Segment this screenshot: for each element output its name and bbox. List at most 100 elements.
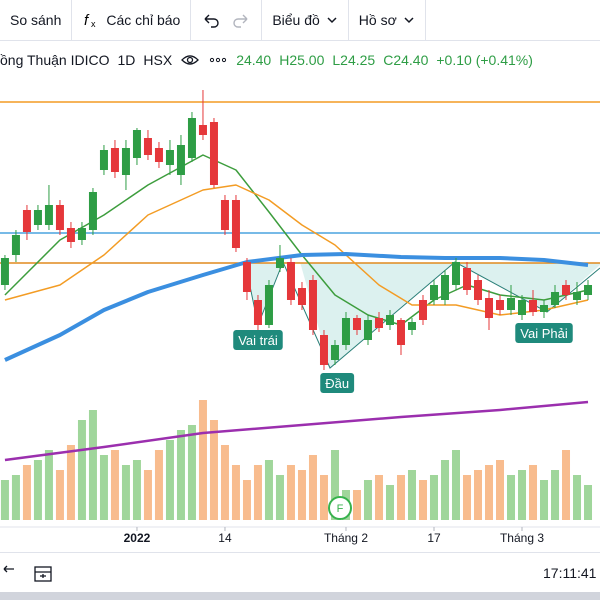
arrow-icon[interactable] — [0, 563, 24, 585]
symbol-name[interactable]: ồng Thuận IDICO — [0, 52, 110, 68]
volume-bar — [297, 470, 306, 520]
chevron — [327, 17, 337, 24]
compare-label: So sánh — [10, 12, 62, 28]
undo-redo-icons — [204, 14, 248, 28]
candle-body — [286, 262, 295, 300]
annotation-label: Vai trái — [238, 333, 278, 348]
annotation-box — [233, 330, 283, 350]
profile-label: Hồ sơ — [358, 12, 397, 28]
volume-bar — [44, 450, 53, 520]
volume-bar — [573, 475, 582, 520]
candle-body — [231, 200, 240, 248]
calendar-icon[interactable] — [32, 563, 56, 585]
change-value: +0.10 (+0.41%) — [436, 52, 533, 68]
event-marker[interactable] — [328, 496, 352, 520]
x-tick-label: Tháng 3 — [500, 531, 544, 545]
compare-button[interactable]: So sánh — [0, 0, 73, 40]
candle-body — [462, 268, 471, 290]
candle-body — [55, 205, 64, 230]
annotation-box — [320, 373, 355, 393]
volume-bar — [451, 450, 460, 520]
volume-bar — [308, 455, 317, 520]
volume-bar — [187, 425, 196, 520]
volume-bar — [562, 450, 571, 520]
volume-bar — [110, 450, 119, 520]
scrollbar — [0, 592, 600, 600]
candle-body — [220, 200, 229, 230]
interval: 1D — [117, 52, 136, 68]
event-marker-label: F — [337, 503, 344, 515]
chart-type-button[interactable]: Biểu đồ — [262, 0, 349, 40]
candle-body — [22, 210, 31, 232]
candle-body — [396, 320, 405, 345]
candle-body — [341, 318, 350, 345]
profile-button[interactable]: Hồ sơ — [349, 0, 426, 40]
candle-body — [551, 292, 560, 305]
open-value: 24.40 — [236, 52, 272, 68]
high-value: H25.00 — [279, 52, 325, 68]
candle-body — [154, 148, 163, 162]
undo-redo — [191, 0, 263, 40]
volume-bar — [584, 485, 593, 520]
volume-bar — [11, 475, 20, 520]
chevron — [404, 17, 414, 24]
candle-body — [88, 192, 97, 230]
undo-icon[interactable] — [204, 14, 219, 28]
volume-bar — [253, 465, 262, 520]
candle-body — [99, 150, 108, 170]
volume-bar — [330, 450, 339, 520]
indicator-line — [4, 252, 589, 362]
candle-body — [573, 292, 582, 300]
redo-icon[interactable] — [233, 14, 248, 28]
volume-bar — [198, 400, 207, 520]
exchange: HSX — [143, 52, 173, 68]
candle-body — [165, 150, 174, 165]
low-value: L24.25 — [332, 52, 376, 68]
volume-bar — [551, 470, 560, 520]
volume-bar — [518, 470, 527, 520]
volume-bar — [484, 465, 493, 520]
candle-body — [253, 300, 262, 325]
candle-body — [44, 205, 53, 225]
candle-body — [429, 285, 438, 300]
volume-bar — [286, 465, 295, 520]
candle-body — [297, 288, 306, 305]
volume-bar — [66, 445, 75, 520]
x-tick-label: 17 — [427, 531, 441, 545]
volume-bar — [352, 490, 361, 520]
more-icon[interactable] — [208, 53, 228, 67]
volume-bar — [440, 460, 449, 520]
candle-body — [518, 300, 527, 315]
eye-icon[interactable] — [180, 53, 200, 67]
volume-bar — [77, 420, 86, 520]
volume-bar — [264, 460, 273, 520]
volume-bar — [319, 475, 328, 520]
annotation-box — [515, 323, 573, 343]
volume-bar — [176, 430, 185, 520]
volume-bar — [407, 470, 416, 520]
candle-body — [0, 258, 9, 285]
candle-body — [132, 130, 141, 158]
legend: ồng Thuận IDICO 1D HSX 24.40 H25.00 L24.… — [0, 48, 539, 72]
candle-body — [363, 320, 372, 340]
candle-body — [496, 300, 504, 310]
footer: 17:11:41 — [0, 552, 600, 593]
volume-bar — [0, 480, 9, 520]
candle-body — [451, 262, 460, 285]
candle-body — [110, 148, 119, 172]
x-tick-label: 14 — [218, 531, 232, 545]
volume-bar — [22, 465, 31, 520]
volume-bar — [165, 440, 174, 520]
candle-body — [11, 235, 20, 255]
volume-bar — [429, 475, 438, 520]
volume-bar — [132, 460, 141, 520]
volume-bar — [507, 475, 516, 520]
annotation-label: Đầu — [325, 376, 349, 391]
candle-body — [308, 280, 317, 330]
volume-bar — [242, 480, 251, 520]
volume-bar — [33, 460, 42, 520]
